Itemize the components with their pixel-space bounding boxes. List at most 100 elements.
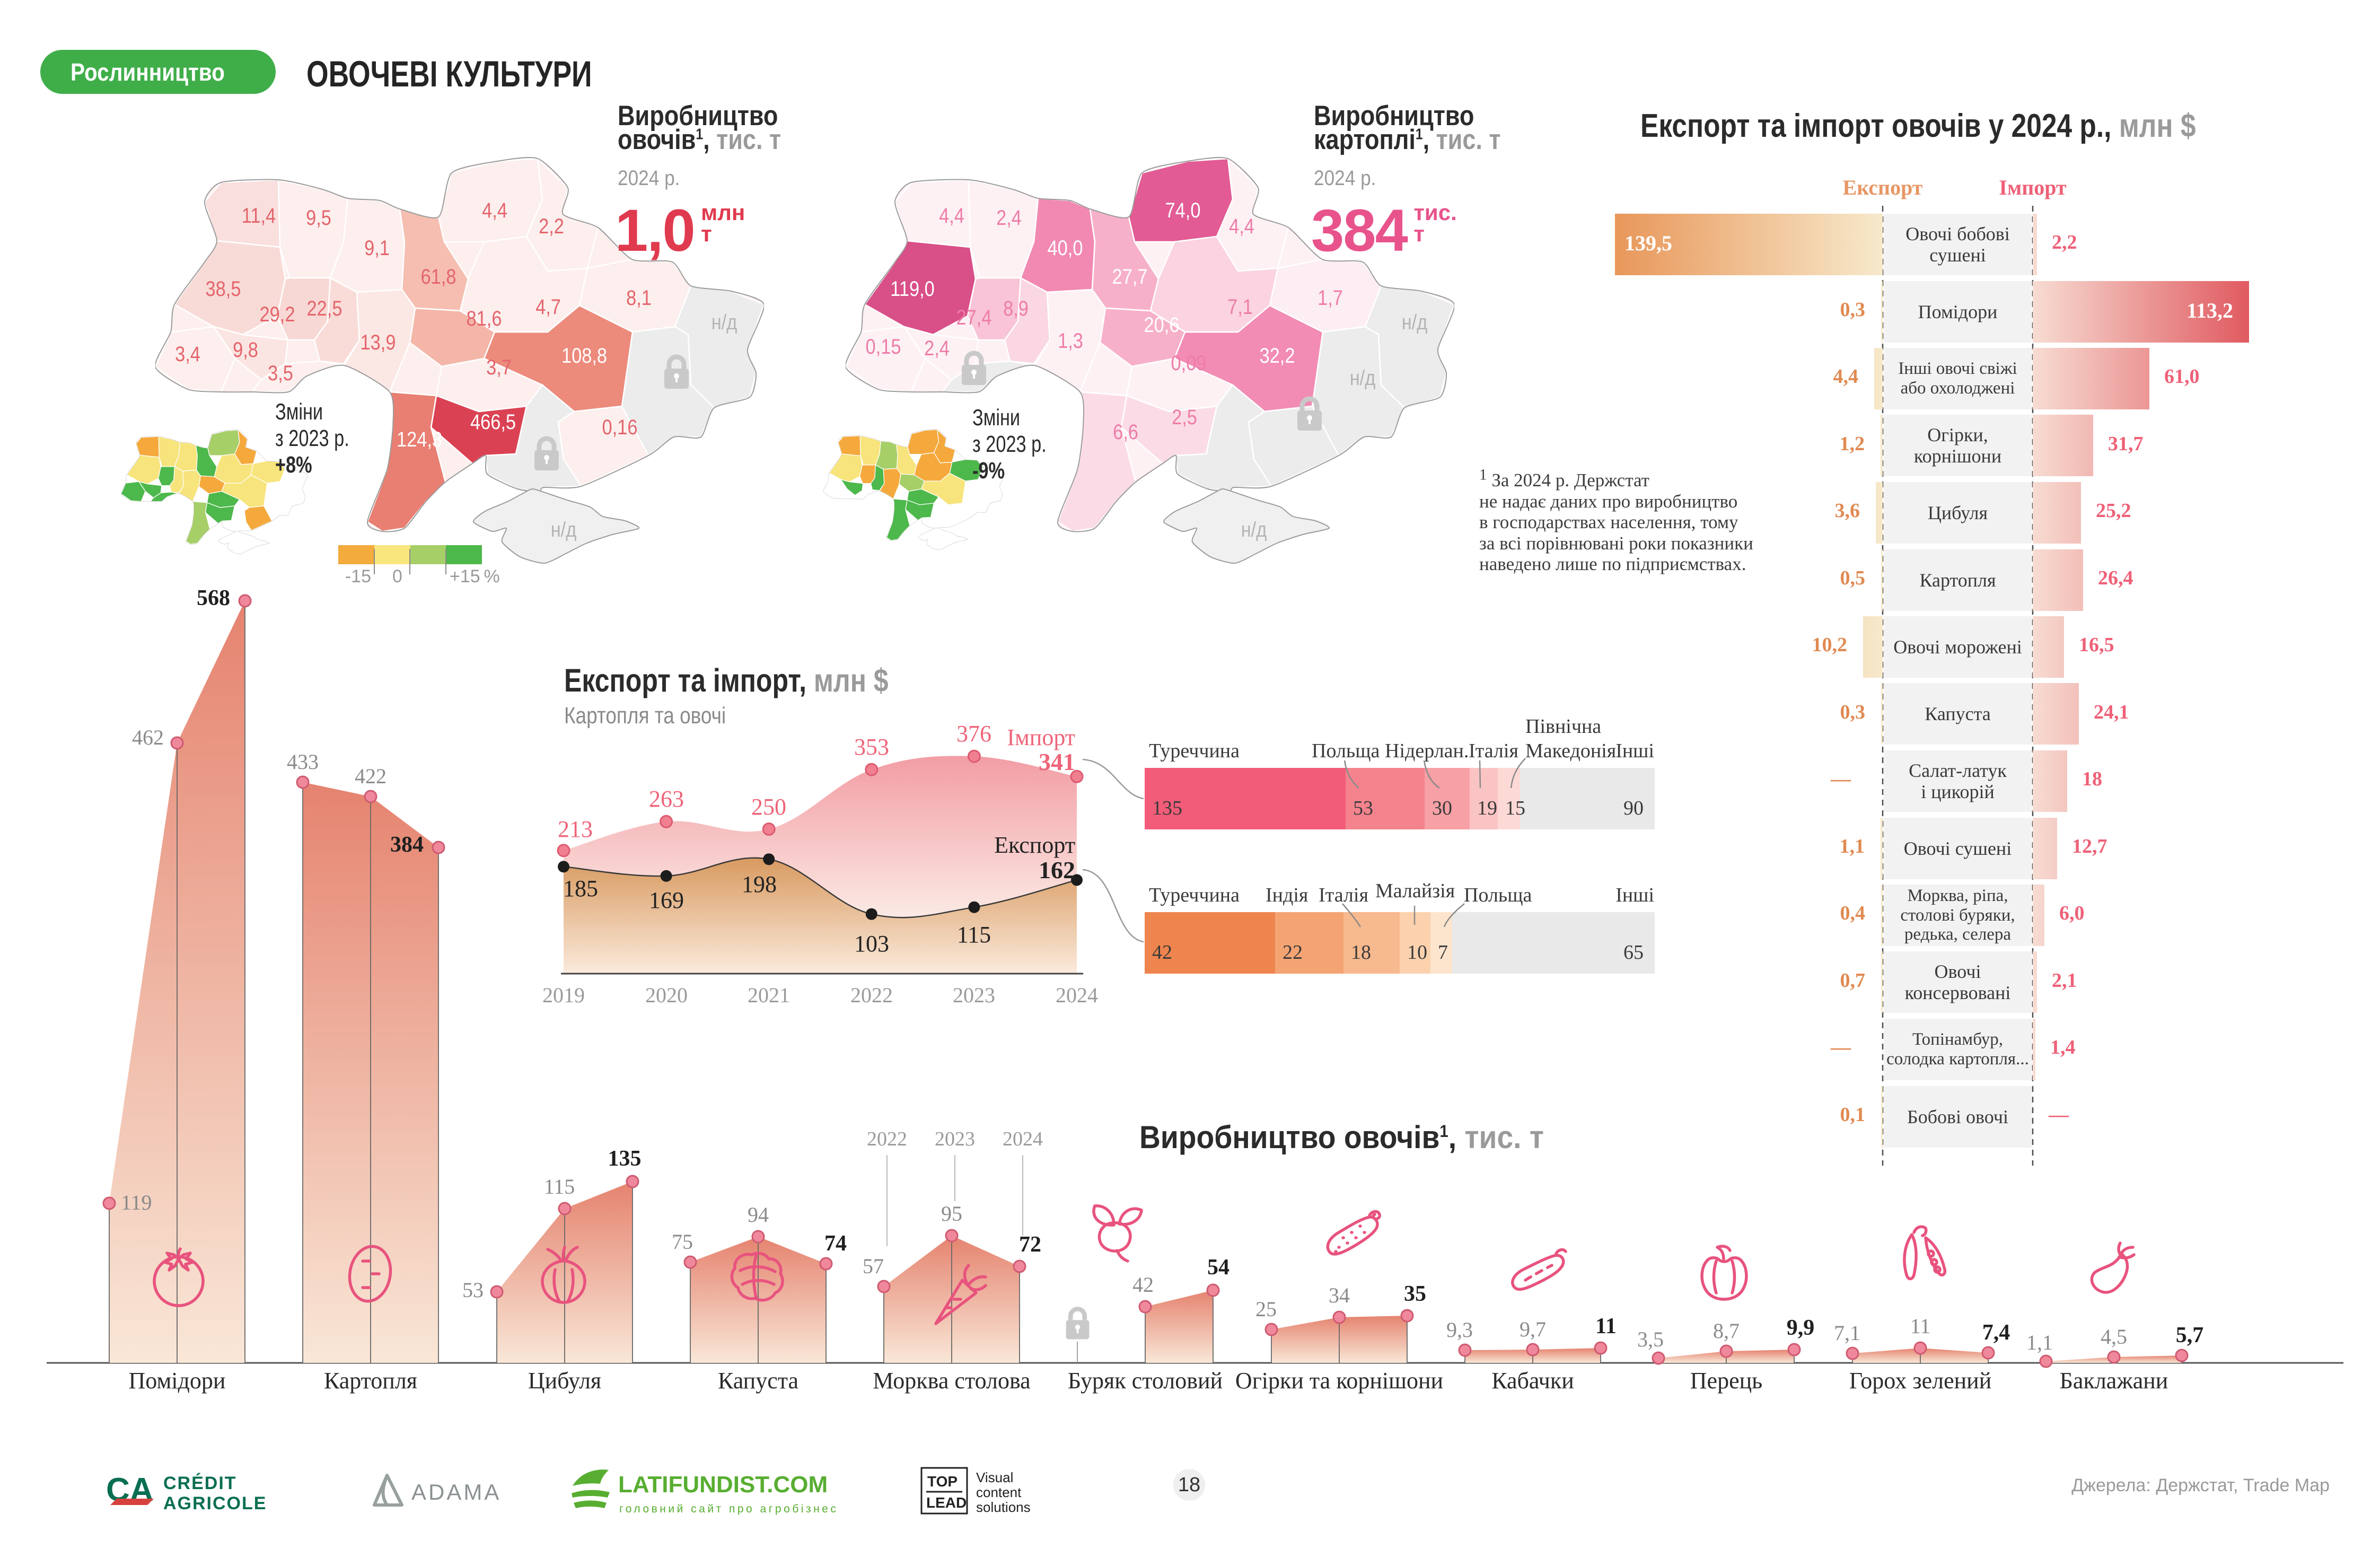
svg-text:263: 263 bbox=[649, 786, 684, 812]
svg-text:61,8: 61,8 bbox=[421, 265, 456, 288]
svg-text:н/д: н/д bbox=[551, 518, 577, 541]
svg-text:CRÉDIT: CRÉDIT bbox=[163, 1473, 237, 1493]
svg-text:422: 422 bbox=[355, 764, 387, 788]
svg-text:54: 54 bbox=[1207, 1255, 1229, 1280]
svg-text:н/д: н/д bbox=[1350, 366, 1376, 390]
svg-text:103: 103 bbox=[854, 931, 889, 957]
svg-text:5,7: 5,7 bbox=[2176, 1323, 2204, 1348]
svg-text:8,9: 8,9 bbox=[1003, 296, 1029, 320]
svg-text:27,7: 27,7 bbox=[1112, 265, 1148, 288]
svg-text:466,5: 466,5 bbox=[470, 410, 516, 434]
svg-text:11,4: 11,4 bbox=[242, 204, 276, 228]
svg-text:27,4: 27,4 bbox=[956, 305, 992, 329]
svg-text:115: 115 bbox=[544, 1175, 575, 1198]
svg-text:119,0: 119,0 bbox=[890, 277, 935, 301]
svg-text:169: 169 bbox=[649, 887, 684, 913]
svg-text:72: 72 bbox=[1019, 1232, 1041, 1257]
svg-text:9,8: 9,8 bbox=[233, 338, 258, 362]
svg-text:н/д: н/д bbox=[712, 310, 737, 334]
svg-text:108,8: 108,8 bbox=[561, 344, 607, 368]
svg-text:13,9: 13,9 bbox=[361, 330, 396, 354]
svg-text:Імпорт: Імпорт bbox=[1007, 724, 1075, 750]
svg-text:2022: 2022 bbox=[850, 983, 893, 1007]
svg-text:TOP: TOP bbox=[927, 1473, 958, 1490]
svg-text:3,4: 3,4 bbox=[175, 342, 200, 366]
svg-text:solutions: solutions bbox=[976, 1499, 1031, 1515]
svg-text:119: 119 bbox=[121, 1191, 152, 1214]
svg-text:95: 95 bbox=[941, 1202, 962, 1226]
svg-text:11: 11 bbox=[1910, 1314, 1931, 1338]
svg-text:2024: 2024 bbox=[1003, 1128, 1043, 1150]
svg-text:головний сайт про агробізнес: головний сайт про агробізнес bbox=[619, 1503, 838, 1515]
svg-text:н/д: н/д bbox=[1402, 310, 1428, 334]
svg-text:4,7: 4,7 bbox=[535, 295, 561, 319]
svg-text:75: 75 bbox=[672, 1230, 693, 1254]
svg-text:4,4: 4,4 bbox=[939, 204, 964, 228]
svg-text:3,5: 3,5 bbox=[1637, 1327, 1664, 1351]
svg-text:2023: 2023 bbox=[953, 983, 995, 1007]
svg-text:Кабачки: Кабачки bbox=[1491, 1368, 1574, 1394]
svg-text:0,15: 0,15 bbox=[866, 335, 901, 358]
svg-text:22,5: 22,5 bbox=[307, 296, 342, 320]
svg-text:1,7: 1,7 bbox=[1318, 286, 1343, 310]
svg-text:7,4: 7,4 bbox=[1982, 1320, 2010, 1345]
svg-text:3,7: 3,7 bbox=[486, 355, 512, 379]
svg-text:2021: 2021 bbox=[748, 983, 790, 1007]
svg-text:content: content bbox=[976, 1484, 1022, 1500]
svg-text:Помідори: Помідори bbox=[129, 1368, 226, 1394]
svg-text:462: 462 bbox=[132, 725, 164, 749]
svg-text:2023: 2023 bbox=[935, 1128, 975, 1150]
svg-text:4,5: 4,5 bbox=[2101, 1325, 2127, 1349]
svg-text:0,16: 0,16 bbox=[602, 415, 638, 439]
svg-text:213: 213 bbox=[558, 816, 593, 842]
svg-text:Експорт: Експорт bbox=[994, 832, 1075, 858]
svg-text:Цибуля: Цибуля bbox=[528, 1368, 601, 1394]
svg-text:1,1: 1,1 bbox=[2026, 1331, 2053, 1354]
svg-text:8,7: 8,7 bbox=[1713, 1319, 1740, 1343]
svg-text:2024: 2024 bbox=[1056, 983, 1098, 1007]
svg-text:250: 250 bbox=[751, 794, 786, 820]
svg-text:38,5: 38,5 bbox=[206, 277, 241, 301]
svg-text:25: 25 bbox=[1255, 1297, 1277, 1321]
svg-text:29,2: 29,2 bbox=[260, 302, 295, 326]
svg-text:53: 53 bbox=[462, 1278, 484, 1302]
svg-text:Картопля: Картопля bbox=[324, 1368, 417, 1394]
svg-text:7,1: 7,1 bbox=[1834, 1321, 1860, 1345]
svg-text:4,4: 4,4 bbox=[1229, 214, 1254, 238]
svg-text:Буряк столовий: Буряк столовий bbox=[1068, 1368, 1223, 1394]
svg-text:4,4: 4,4 bbox=[482, 198, 507, 222]
svg-text:115: 115 bbox=[957, 922, 991, 948]
svg-text:341: 341 bbox=[1039, 748, 1075, 775]
svg-text:9,7: 9,7 bbox=[1520, 1317, 1546, 1341]
svg-text:Баклажани: Баклажани bbox=[2060, 1368, 2168, 1394]
svg-text:0,09: 0,09 bbox=[1171, 351, 1207, 375]
svg-text:2022: 2022 bbox=[867, 1128, 907, 1150]
svg-text:42: 42 bbox=[1132, 1273, 1154, 1297]
svg-text:Перець: Перець bbox=[1690, 1368, 1762, 1394]
svg-text:9,5: 9,5 bbox=[306, 206, 331, 230]
svg-text:н/д: н/д bbox=[1241, 518, 1267, 541]
svg-text:ADAMA: ADAMA bbox=[411, 1480, 501, 1504]
svg-text:Горох зелений: Горох зелений bbox=[1849, 1368, 1992, 1394]
svg-text:2019: 2019 bbox=[542, 983, 585, 1007]
svg-text:81,6: 81,6 bbox=[467, 307, 502, 330]
svg-text:LEAD: LEAD bbox=[926, 1494, 967, 1511]
svg-text:57: 57 bbox=[863, 1254, 884, 1278]
svg-text:Visual: Visual bbox=[976, 1469, 1013, 1485]
svg-text:Огірки та корнішони: Огірки та корнішони bbox=[1235, 1368, 1443, 1394]
svg-text:124,3: 124,3 bbox=[397, 427, 442, 451]
svg-text:34: 34 bbox=[1329, 1283, 1350, 1307]
svg-text:8,1: 8,1 bbox=[626, 286, 652, 310]
svg-text:74: 74 bbox=[824, 1231, 847, 1256]
svg-text:433: 433 bbox=[287, 750, 319, 774]
svg-text:384: 384 bbox=[390, 833, 424, 857]
svg-text:2,2: 2,2 bbox=[539, 214, 564, 238]
svg-text:40,0: 40,0 bbox=[1048, 236, 1083, 260]
svg-text:11: 11 bbox=[1595, 1314, 1617, 1338]
svg-text:376: 376 bbox=[956, 721, 991, 747]
svg-text:3,5: 3,5 bbox=[268, 361, 293, 385]
svg-text:353: 353 bbox=[854, 734, 889, 760]
svg-text:162: 162 bbox=[1039, 856, 1075, 883]
svg-text:135: 135 bbox=[608, 1147, 642, 1171]
svg-text:74,0: 74,0 bbox=[1165, 198, 1201, 222]
